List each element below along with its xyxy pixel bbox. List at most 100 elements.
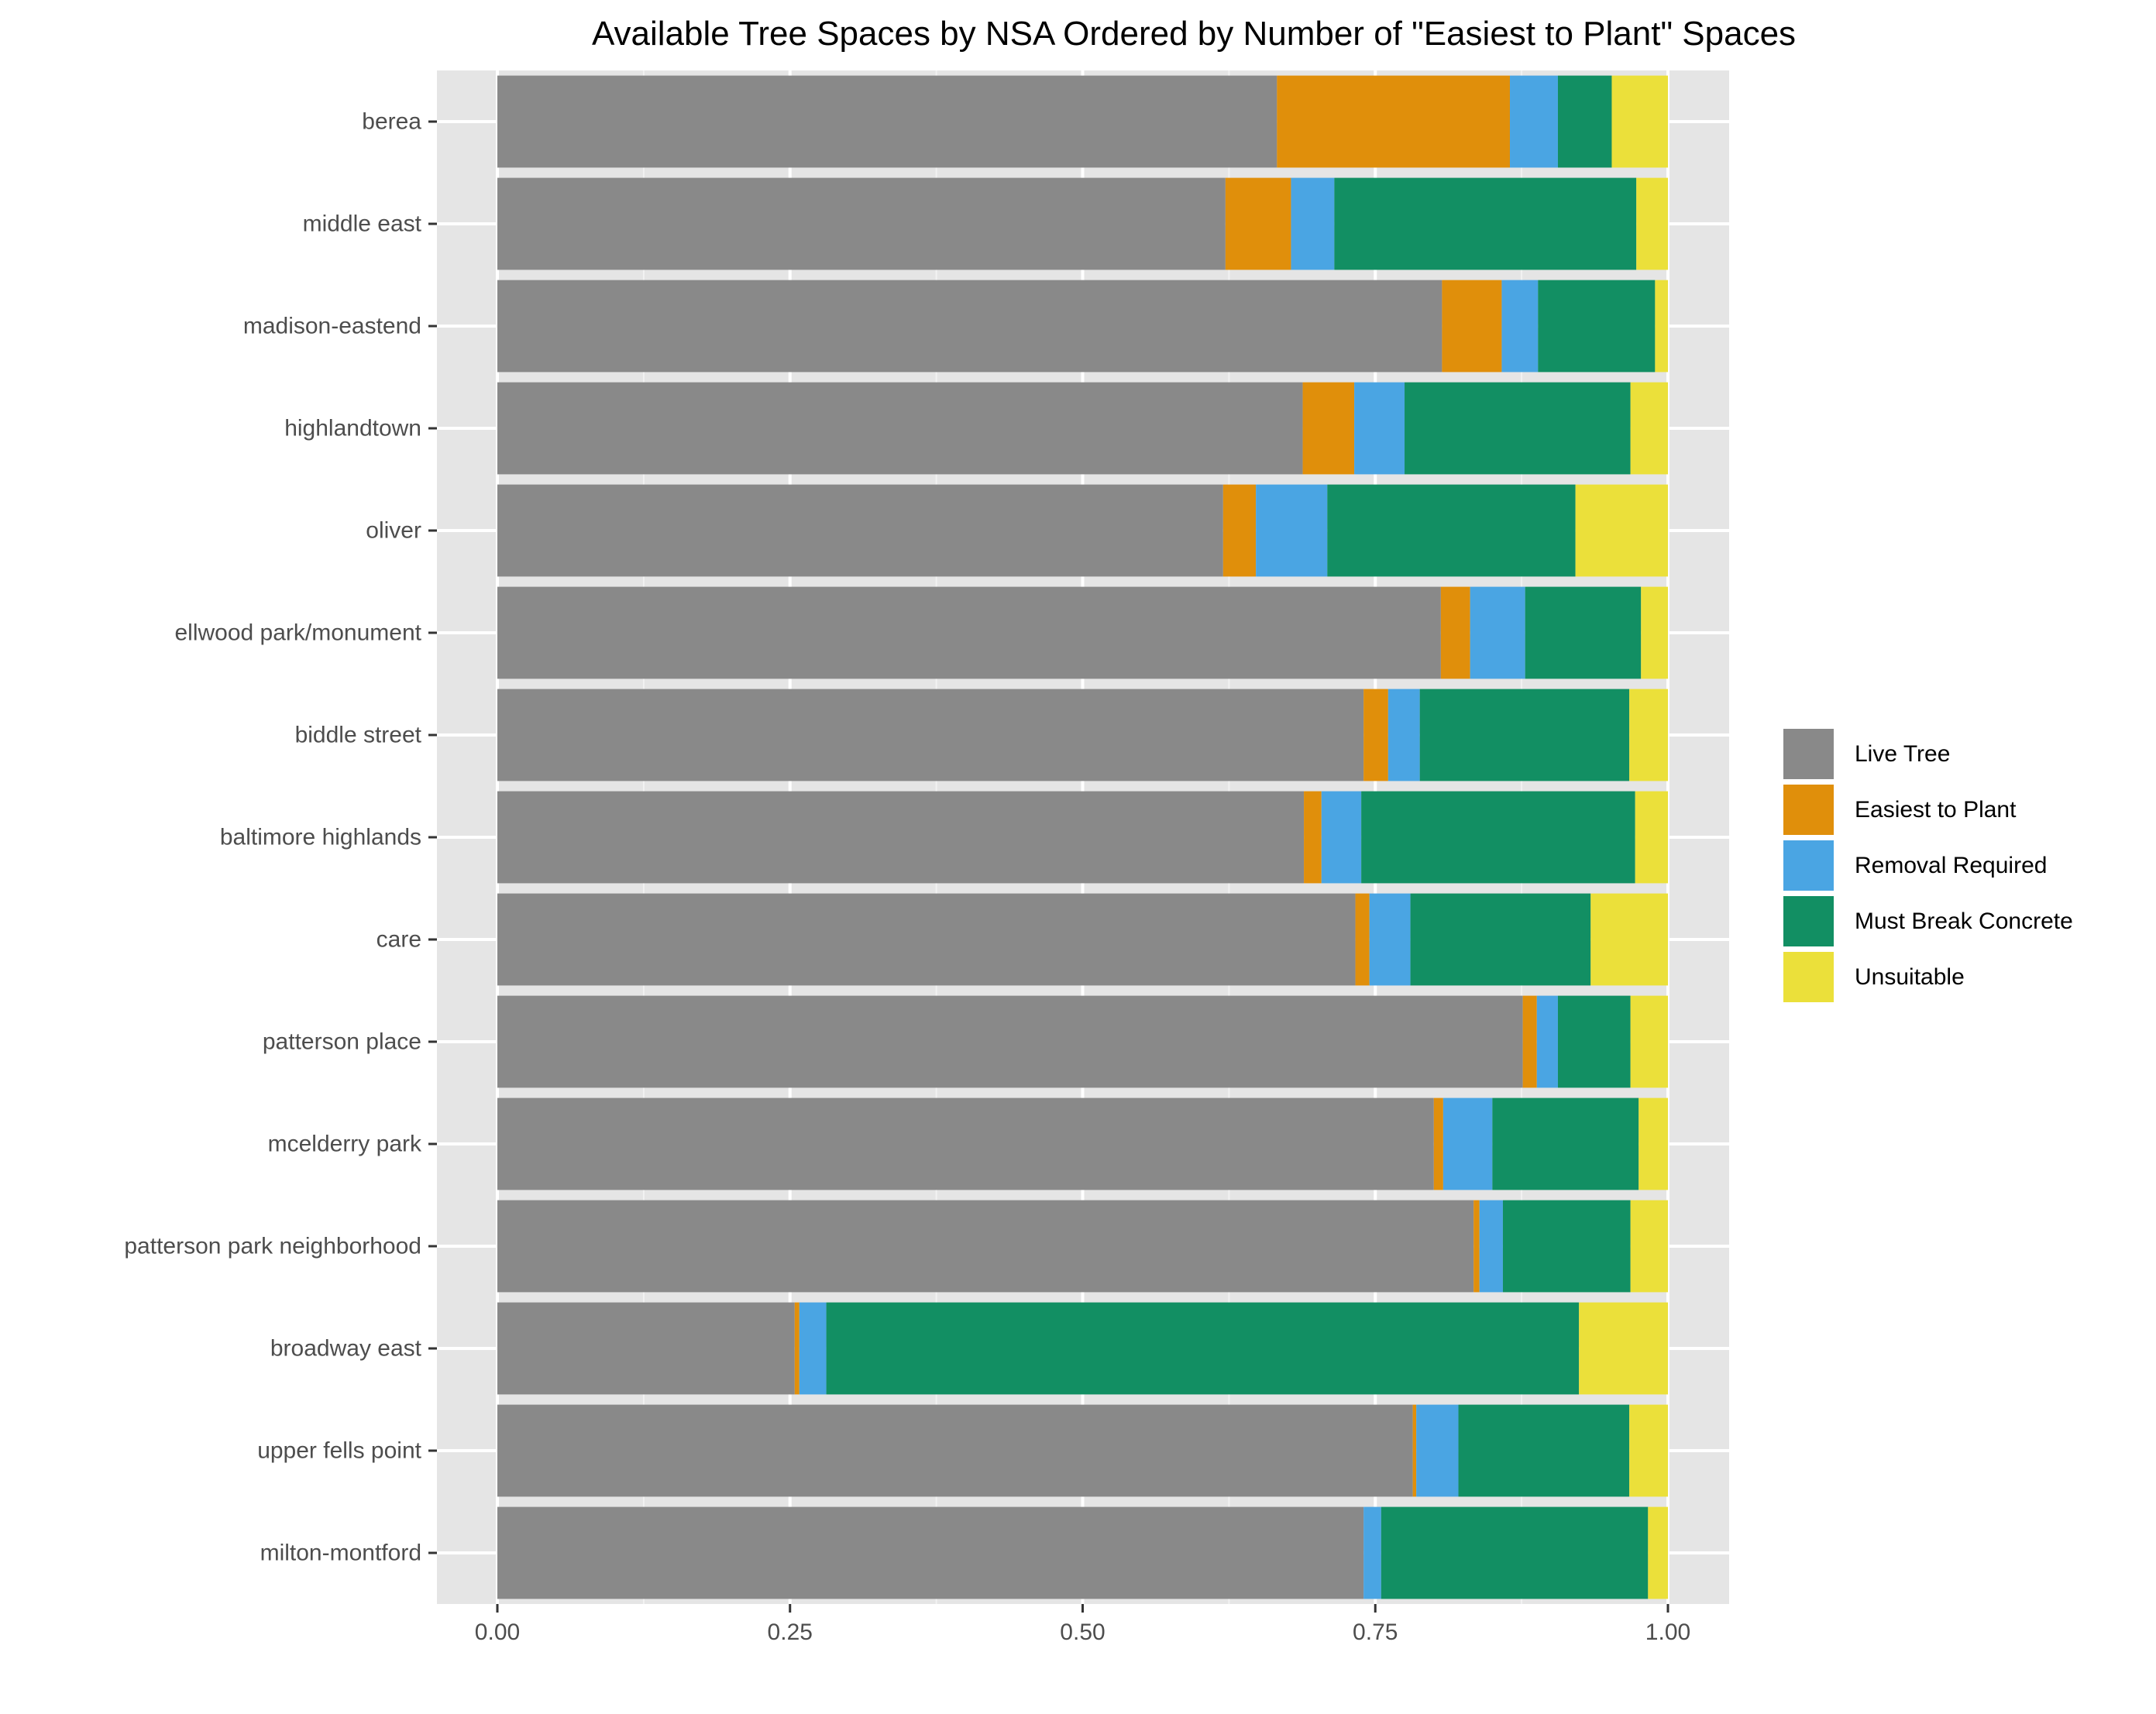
bar-patterson-place-easiest-to-plant [1522, 995, 1537, 1088]
bar-highlandtown-easiest-to-plant [1302, 382, 1355, 475]
bar-upper-fells-point-must-break-concrete [1458, 1404, 1630, 1497]
bar-patterson-place-must-break-concrete [1557, 995, 1631, 1088]
legend-label-must-break-concrete: Must Break Concrete [1855, 909, 2073, 934]
y-tick-label: middle east [303, 211, 422, 237]
bar-berea-easiest-to-plant [1277, 75, 1511, 168]
bar-biddle-street-must-break-concrete [1419, 689, 1630, 781]
legend-key-live-tree [1783, 729, 1834, 779]
bar-patterson-place-unsuitable [1630, 995, 1668, 1088]
bar-baltimore-highlands-must-break-concrete [1361, 791, 1635, 884]
bar-oliver-removal-required [1256, 484, 1328, 577]
bar-baltimore-highlands-live-tree [497, 791, 1305, 884]
bar-mcelderry-park-removal-required [1442, 1097, 1493, 1190]
bar-mcelderry-park-easiest-to-plant [1433, 1097, 1443, 1190]
bar-ellwood-park-monument-live-tree [497, 586, 1441, 679]
bar-care-removal-required [1369, 893, 1411, 986]
bar-patterson-park-neighborhood-must-break-concrete [1502, 1200, 1631, 1293]
y-tick-label: patterson place [263, 1029, 421, 1055]
bar-madison-eastend-easiest-to-plant [1442, 280, 1502, 373]
bar-middle-east-must-break-concrete [1334, 177, 1637, 270]
bar-madison-eastend-live-tree [497, 280, 1442, 373]
bar-milton-montford-unsuitable [1648, 1506, 1668, 1599]
bar-care-easiest-to-plant [1355, 893, 1370, 986]
bar-berea-removal-required [1510, 75, 1558, 168]
legend-label-live-tree: Live Tree [1855, 741, 1950, 767]
legend: Live Tree Easiest to Plant Removal Require… [1783, 729, 2073, 1002]
bar-milton-montford-removal-required [1363, 1506, 1381, 1599]
bar-patterson-place-live-tree [497, 995, 1523, 1088]
bar-patterson-park-neighborhood-live-tree [497, 1200, 1474, 1293]
bar-broadway-east-must-break-concrete [826, 1302, 1580, 1395]
bar-patterson-park-neighborhood-easiest-to-plant [1473, 1200, 1480, 1293]
x-tick-label: 0.00 [475, 1620, 520, 1645]
bar-oliver-easiest-to-plant [1222, 484, 1257, 577]
legend-label-unsuitable: Unsuitable [1855, 964, 1965, 990]
y-tick-label: berea [362, 109, 421, 135]
bar-broadway-east-removal-required [799, 1302, 827, 1395]
bar-upper-fells-point-unsuitable [1629, 1404, 1668, 1497]
bar-oliver-unsuitable [1575, 484, 1668, 577]
bar-upper-fells-point-removal-required [1416, 1404, 1459, 1497]
bar-patterson-place-removal-required [1536, 995, 1558, 1088]
bar-broadway-east-easiest-to-plant [794, 1302, 799, 1395]
bar-middle-east-unsuitable [1636, 177, 1668, 270]
bar-highlandtown-unsuitable [1630, 382, 1668, 475]
bar-care-unsuitable [1590, 893, 1668, 986]
y-tick-label: biddle street [295, 723, 422, 748]
bar-highlandtown-removal-required [1354, 382, 1405, 475]
bar-baltimore-highlands-unsuitable [1635, 791, 1668, 884]
y-tick-label: baltimore highlands [220, 825, 421, 850]
bar-middle-east-easiest-to-plant [1225, 177, 1291, 270]
bar-oliver-must-break-concrete [1327, 484, 1576, 577]
bar-berea-unsuitable [1611, 75, 1668, 168]
bar-milton-montford-must-break-concrete [1381, 1506, 1649, 1599]
bar-berea-live-tree [497, 75, 1277, 168]
bar-mcelderry-park-unsuitable [1638, 1097, 1668, 1190]
bar-madison-eastend-removal-required [1501, 280, 1539, 373]
bar-highlandtown-live-tree [497, 382, 1303, 475]
bar-care-live-tree [497, 893, 1356, 986]
legend-key-must-break-concrete [1783, 896, 1834, 946]
bar-madison-eastend-unsuitable [1655, 280, 1668, 373]
y-tick-label: care [377, 927, 421, 953]
legend-key-easiest-to-plant [1783, 785, 1834, 835]
bar-baltimore-highlands-removal-required [1321, 791, 1362, 884]
y-tick-label: upper fells point [257, 1438, 421, 1464]
y-tick-label: broadway east [270, 1336, 422, 1362]
x-tick-label: 0.25 [768, 1620, 813, 1645]
legend-label-easiest-to-plant: Easiest to Plant [1855, 797, 2017, 823]
bar-upper-fells-point-easiest-to-plant [1412, 1404, 1417, 1497]
x-tick-label: 0.75 [1353, 1620, 1398, 1645]
x-tick-label: 1.00 [1645, 1620, 1690, 1645]
bar-baltimore-highlands-easiest-to-plant [1304, 791, 1322, 884]
bar-berea-must-break-concrete [1557, 75, 1612, 168]
bar-oliver-live-tree [497, 484, 1223, 577]
legend-label-removal-required: Removal Required [1855, 853, 2047, 878]
bar-ellwood-park-monument-unsuitable [1641, 586, 1668, 679]
x-tick-label: 0.50 [1060, 1620, 1105, 1645]
bars-layer [497, 75, 1668, 1599]
bar-biddle-street-live-tree [497, 689, 1364, 781]
legend-key-removal-required [1783, 840, 1834, 891]
bar-madison-eastend-must-break-concrete [1538, 280, 1656, 373]
y-tick-label: ellwood park/monument [174, 620, 421, 646]
bar-milton-montford-live-tree [497, 1506, 1364, 1599]
y-tick-label: oliver [366, 518, 421, 544]
bar-ellwood-park-monument-must-break-concrete [1525, 586, 1642, 679]
bar-patterson-park-neighborhood-unsuitable [1630, 1200, 1668, 1293]
bar-biddle-street-unsuitable [1629, 689, 1668, 781]
bar-ellwood-park-monument-removal-required [1470, 586, 1525, 679]
legend-key-unsuitable [1783, 952, 1834, 1002]
x-axis: 0.00 0.25 0.50 0.75 1.00 [475, 1604, 1690, 1645]
y-axis: berea middle east madison-eastend highlandt… [124, 109, 437, 1566]
y-tick-label: mcelderry park [268, 1132, 422, 1157]
y-tick-label: madison-eastend [243, 314, 421, 339]
bar-upper-fells-point-live-tree [497, 1404, 1413, 1497]
y-tick-label: highlandtown [284, 416, 421, 441]
bar-care-must-break-concrete [1410, 893, 1591, 986]
bar-biddle-street-easiest-to-plant [1363, 689, 1388, 781]
y-tick-label: patterson park neighborhood [124, 1234, 421, 1259]
bar-middle-east-removal-required [1291, 177, 1335, 270]
